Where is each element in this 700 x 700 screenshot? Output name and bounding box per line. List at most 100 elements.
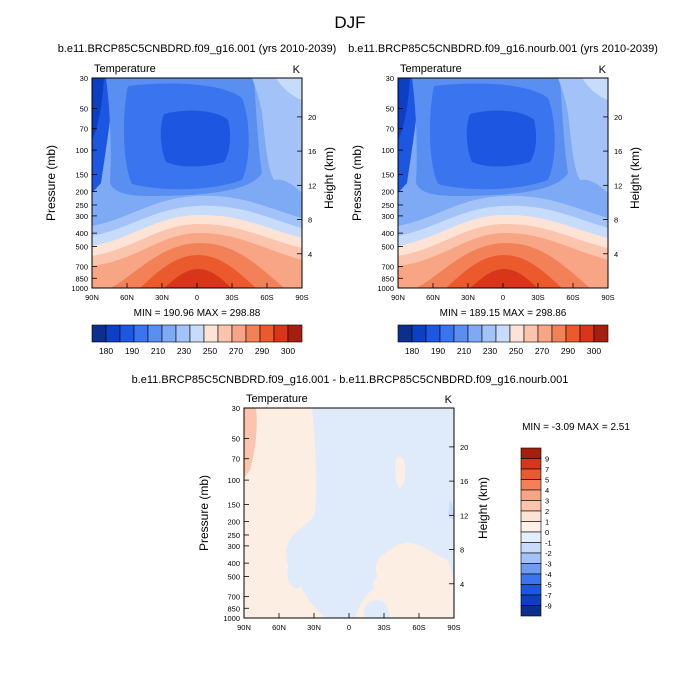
y-tick-label: 250 [381, 201, 394, 210]
panel-2-left-label: Temperature [400, 63, 462, 75]
colorbar-swatch [520, 573, 542, 585]
panel-2-colorbar: 180 190 210 230 250 270 290 300 [397, 324, 609, 356]
colorbar-swatch [520, 500, 542, 512]
panel-1-left-label: Temperature [94, 63, 156, 75]
colorbar-label: 2 [545, 507, 549, 516]
panel-2-fill-sh-upper [582, 78, 608, 100]
colorbar-swatch [105, 324, 121, 343]
colorbar-swatch [520, 447, 542, 459]
colorbar-swatch [520, 510, 542, 522]
panel-1-right-label: K [293, 64, 301, 76]
colorbar-swatch [91, 324, 107, 343]
colorbar-swatch [509, 324, 525, 343]
height-tick-label: 20 [614, 113, 622, 122]
colorbar-label: -3 [545, 560, 552, 569]
colorbar-swatch [245, 324, 261, 343]
height-tick-label: 8 [460, 546, 464, 555]
y-tick-label: 30 [386, 74, 394, 83]
colorbar-label: 9 [545, 455, 549, 464]
panel-3-x-ticks: 90N 60N 30N 0 30S 60S 90S [237, 613, 461, 632]
colorbar-swatch [520, 584, 542, 596]
y-tick-label: 700 [381, 263, 394, 272]
y-tick-label: 30 [80, 74, 88, 83]
panel-1-fill-sh-upper [276, 78, 302, 100]
panel-2: b.e11.BRCP85C5CNBDRD.f09_g16.nourb.001 (… [348, 43, 658, 356]
colorbar-label: 230 [483, 346, 497, 356]
colorbar-label: -5 [545, 581, 552, 590]
colorbar-swatch [520, 468, 542, 480]
panel-3-fill-warm-region-south [356, 542, 454, 618]
colorbar-swatch [273, 324, 289, 343]
x-tick-label: 90N [391, 293, 405, 302]
colorbar-swatch [520, 542, 542, 554]
height-tick-label: 4 [308, 250, 312, 259]
x-tick-label: 30N [461, 293, 475, 302]
height-tick-label: 20 [308, 113, 316, 122]
colorbar-label: 290 [561, 346, 575, 356]
y-tick-label: 50 [80, 105, 88, 114]
colorbar-swatch [397, 324, 413, 343]
x-tick-label: 30S [225, 293, 238, 302]
panel-2-fill-tropopause-core [466, 110, 537, 167]
colorbar-swatch [520, 479, 542, 491]
y-tick-label: 1000 [71, 284, 88, 293]
colorbar-label: -4 [545, 570, 552, 579]
y-tick-label: 700 [75, 263, 88, 272]
y-tick-label: 70 [386, 125, 394, 134]
colorbar-swatch [147, 324, 163, 343]
colorbar-swatch [259, 324, 275, 343]
panel-1: b.e11.BRCP85C5CNBDRD.f09_g16.001 (yrs 20… [44, 43, 336, 356]
colorbar-label: -1 [545, 539, 552, 548]
colorbar-label: -7 [545, 591, 552, 600]
colorbar-label: 0 [545, 528, 549, 537]
y-tick-label: 850 [381, 274, 394, 283]
x-tick-label: 0 [195, 293, 199, 302]
y-tick-label: 100 [75, 146, 88, 155]
x-tick-label: 0 [347, 623, 351, 632]
x-tick-label: 60S [412, 623, 425, 632]
y-tick-label: 500 [75, 242, 88, 251]
x-tick-label: 30N [307, 623, 321, 632]
figure-title: DJF [334, 13, 365, 32]
colorbar-swatch [453, 324, 469, 343]
panel-2-ylabel: Pressure (mb) [350, 145, 364, 221]
colorbar-label: -2 [545, 549, 552, 558]
y-tick-label: 50 [386, 105, 394, 114]
colorbar-swatch [119, 324, 135, 343]
panel-3-left-label: Temperature [246, 393, 308, 405]
colorbar-swatch [520, 594, 542, 606]
y-tick-label: 100 [381, 146, 394, 155]
x-tick-label: 60S [260, 293, 273, 302]
y-tick-label: 250 [227, 531, 240, 540]
x-tick-label: 30N [155, 293, 169, 302]
y-tick-label: 300 [227, 542, 240, 551]
x-tick-label: 90S [601, 293, 614, 302]
panel-2-fill-sh-stratosphere [558, 78, 608, 193]
panel-1-height-ticks: 20 16 12 8 4 [297, 113, 316, 259]
y-tick-label: 1000 [377, 284, 394, 293]
colorbar-swatch [161, 324, 177, 343]
y-tick-label: 100 [227, 476, 240, 485]
panel-3-ylabel-right: Height (km) [476, 477, 490, 539]
x-tick-label: 0 [501, 293, 505, 302]
x-tick-label: 60N [120, 293, 134, 302]
panel-3-right-label: K [445, 394, 453, 406]
colorbar-swatch [565, 324, 581, 343]
panel-2-right-label: K [599, 64, 607, 76]
height-tick-label: 12 [460, 511, 468, 520]
colorbar-label: 230 [177, 346, 191, 356]
y-tick-label: 250 [75, 201, 88, 210]
panel-1-minmax: MIN = 190.96 MAX = 298.88 [134, 308, 261, 319]
panel-1-x-ticks: 90N 60N 30N 0 30S 60S 90S [85, 283, 309, 302]
panel-1-title: b.e11.BRCP85C5CNBDRD.f09_g16.001 (yrs 20… [58, 43, 337, 55]
y-tick-label: 850 [75, 274, 88, 283]
colorbar-swatch [133, 324, 149, 343]
colorbar-swatch [520, 458, 542, 470]
panel-3-height-ticks: 20 16 12 8 4 [449, 443, 468, 589]
panel-1-fill-lower-8 [164, 269, 232, 288]
colorbar-label: 250 [509, 346, 523, 356]
y-tick-label: 400 [381, 229, 394, 238]
y-tick-label: 150 [75, 170, 88, 179]
